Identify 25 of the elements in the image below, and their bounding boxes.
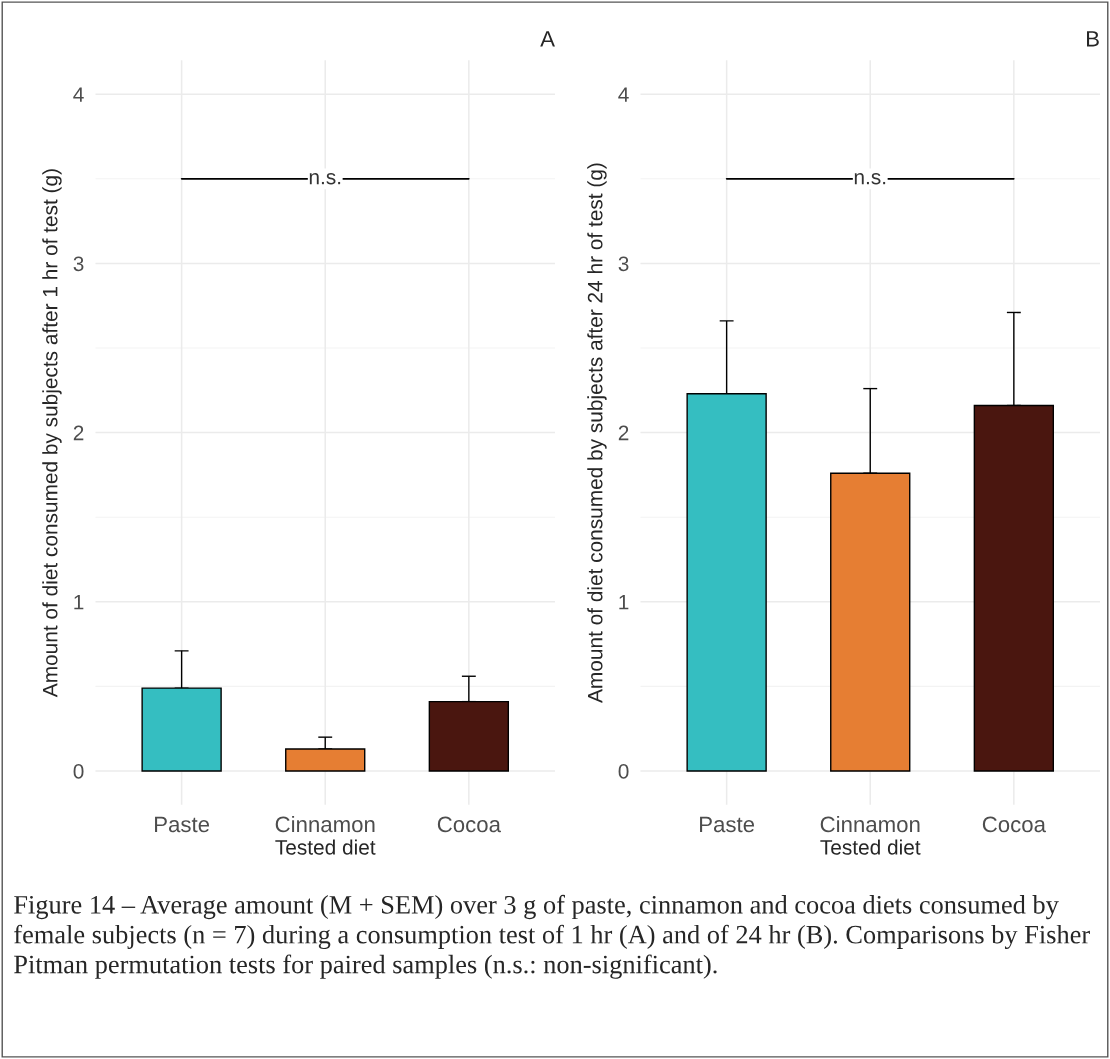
x-axis-title: Tested diet [820, 839, 921, 855]
y-tick-label: 0 [73, 764, 84, 779]
annotation: n.s. [309, 172, 341, 185]
y-tick-label: 4 [618, 87, 629, 102]
y-tick-label: 1 [74, 595, 84, 610]
y-axis-title: Amount of diet consumed by subjects after 24 hr of test (g) [587, 163, 607, 703]
x-tick-label: Paste [155, 816, 210, 833]
y-tick-label: 4 [73, 87, 84, 102]
y-tick-label: 3 [618, 256, 629, 272]
x-tick-label: Cinnamon [820, 815, 920, 833]
y-tick-label: 0 [618, 764, 629, 779]
y-tick-label: 1 [619, 595, 629, 610]
y-axis-title: Amount of diet consumed by subjects after 1 hr of test (g) [42, 169, 62, 698]
caption: Figure 14 – Average amount (M + SEM) over 3 g of paste, cinnamon and cocoa diets consumed by female subjects (n = 7) during a consumption test of 1 hr (A) and of 24 hr (B). Comparisons by Fisher Pitman permutation tests for paired samples (n.s.: non-significant). [14, 894, 1090, 979]
x-axis-title: Tested diet [275, 839, 376, 855]
x-tick-label: Paste [700, 816, 755, 833]
y-tick-label: 2 [73, 425, 84, 441]
x-tick-label: Cocoa [982, 816, 1046, 833]
y-tick-label: 2 [618, 425, 629, 441]
x-tick-label: Cocoa [437, 816, 501, 833]
x-tick-label: Cinnamon [275, 815, 375, 833]
annotation: n.s. [854, 172, 886, 185]
chart-title: A [540, 31, 555, 47]
y-tick-label: 3 [73, 256, 84, 272]
chart-title: B [1087, 31, 1099, 47]
